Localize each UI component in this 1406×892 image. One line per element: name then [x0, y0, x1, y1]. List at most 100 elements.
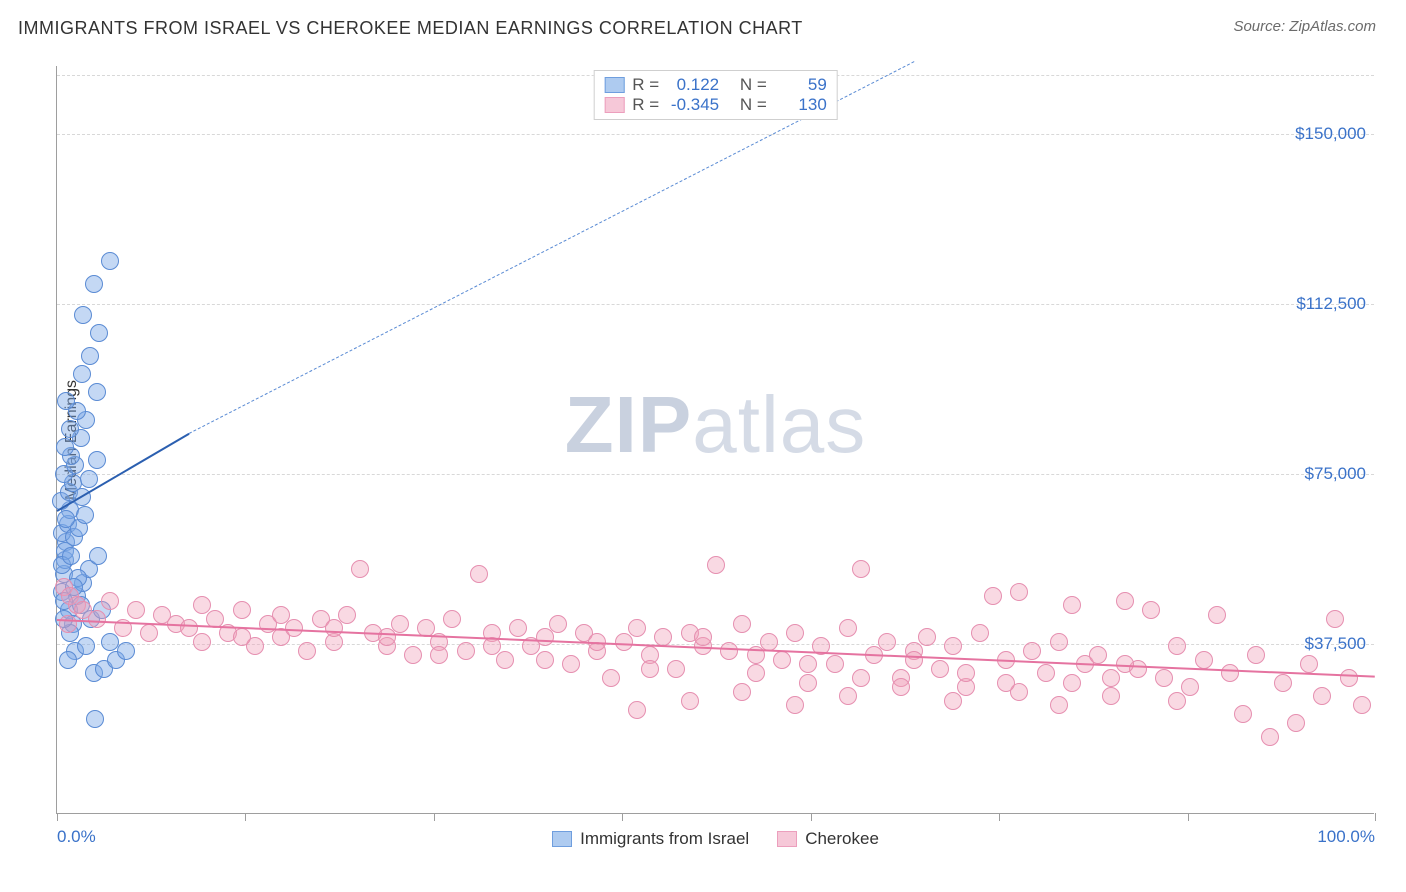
scatter-point [957, 664, 975, 682]
scatter-point [76, 506, 94, 524]
scatter-point [628, 619, 646, 637]
scatter-point [59, 651, 77, 669]
scatter-point [694, 628, 712, 646]
scatter-point [852, 560, 870, 578]
scatter-point [733, 683, 751, 701]
scatter-point [127, 601, 145, 619]
scatter-point [944, 637, 962, 655]
scatter-point [905, 651, 923, 669]
scatter-point [391, 615, 409, 633]
scatter-point [931, 660, 949, 678]
scatter-point [509, 619, 527, 637]
y-tick-label: $112,500 [1296, 294, 1366, 314]
scatter-point [233, 601, 251, 619]
chart-area: Median Earnings ZIPatlas R = 0.122 N = 5… [50, 60, 1380, 820]
scatter-point [1181, 678, 1199, 696]
scatter-point [826, 655, 844, 673]
scatter-point [1313, 687, 1331, 705]
legend-item-series2: Cherokee [777, 829, 879, 849]
scatter-point [1063, 674, 1081, 692]
scatter-point [549, 615, 567, 633]
scatter-point [73, 365, 91, 383]
scatter-point [443, 610, 461, 628]
swatch-series1 [604, 77, 624, 93]
scatter-point [101, 633, 119, 651]
x-tick-mark [1188, 813, 1189, 821]
scatter-point [62, 547, 80, 565]
r-label: R = [632, 95, 659, 115]
stats-legend: R = 0.122 N = 59 R = -0.345 N = 130 [593, 70, 838, 120]
scatter-point [89, 547, 107, 565]
scatter-point [1195, 651, 1213, 669]
x-tick-label: 100.0% [1317, 827, 1375, 847]
scatter-point [1326, 610, 1344, 628]
gridline-h [57, 474, 1374, 475]
scatter-point [88, 610, 106, 628]
scatter-point [707, 556, 725, 574]
scatter-point [1300, 655, 1318, 673]
scatter-point [88, 383, 106, 401]
swatch-series2 [604, 97, 624, 113]
scatter-point [1247, 646, 1265, 664]
scatter-point [536, 628, 554, 646]
scatter-point [786, 624, 804, 642]
scatter-point [681, 692, 699, 710]
scatter-point [86, 710, 104, 728]
stats-row-series1: R = 0.122 N = 59 [604, 75, 827, 95]
scatter-point [667, 660, 685, 678]
scatter-point [1221, 664, 1239, 682]
scatter-point [720, 642, 738, 660]
scatter-point [193, 596, 211, 614]
y-tick-label: $37,500 [1305, 634, 1366, 654]
scatter-point [57, 392, 75, 410]
scatter-point [1050, 633, 1068, 651]
scatter-point [101, 592, 119, 610]
n-label: N = [740, 75, 767, 95]
scatter-point [1102, 669, 1120, 687]
y-tick-label: $75,000 [1305, 464, 1366, 484]
scatter-point [1353, 696, 1371, 714]
scatter-point [1208, 606, 1226, 624]
x-tick-mark [57, 813, 58, 821]
scatter-point [77, 637, 95, 655]
scatter-point [536, 651, 554, 669]
stats-row-series2: R = -0.345 N = 130 [604, 95, 827, 115]
scatter-point [1274, 674, 1292, 692]
x-tick-mark [811, 813, 812, 821]
scatter-point [852, 669, 870, 687]
n-value-series1: 59 [775, 75, 827, 95]
x-tick-mark [999, 813, 1000, 821]
chart-title: IMMIGRANTS FROM ISRAEL VS CHEROKEE MEDIA… [18, 18, 803, 39]
x-tick-mark [622, 813, 623, 821]
scatter-point [430, 646, 448, 664]
scatter-point [457, 642, 475, 660]
x-tick-label: 0.0% [57, 827, 96, 847]
scatter-point [1168, 692, 1186, 710]
scatter-point [1168, 637, 1186, 655]
scatter-point [140, 624, 158, 642]
scatter-point [88, 451, 106, 469]
gridline-h [57, 134, 1374, 135]
scatter-point [1063, 596, 1081, 614]
n-value-series2: 130 [775, 95, 827, 115]
scatter-point [233, 628, 251, 646]
scatter-point [338, 606, 356, 624]
r-value-series1: 0.122 [667, 75, 719, 95]
scatter-point [272, 606, 290, 624]
scatter-point [799, 674, 817, 692]
scatter-point [1234, 705, 1252, 723]
scatter-point [1089, 646, 1107, 664]
r-label: R = [632, 75, 659, 95]
scatter-point [641, 660, 659, 678]
scatter-point [101, 252, 119, 270]
scatter-point [193, 633, 211, 651]
scatter-point [1037, 664, 1055, 682]
series-legend: Immigrants from Israel Cherokee [57, 829, 1374, 849]
plot-region: ZIPatlas R = 0.122 N = 59 R = -0.345 N =… [56, 66, 1374, 814]
scatter-point [57, 510, 75, 528]
scatter-point [117, 642, 135, 660]
x-tick-mark [434, 813, 435, 821]
scatter-point [839, 619, 857, 637]
scatter-point [997, 674, 1015, 692]
scatter-point [81, 347, 99, 365]
